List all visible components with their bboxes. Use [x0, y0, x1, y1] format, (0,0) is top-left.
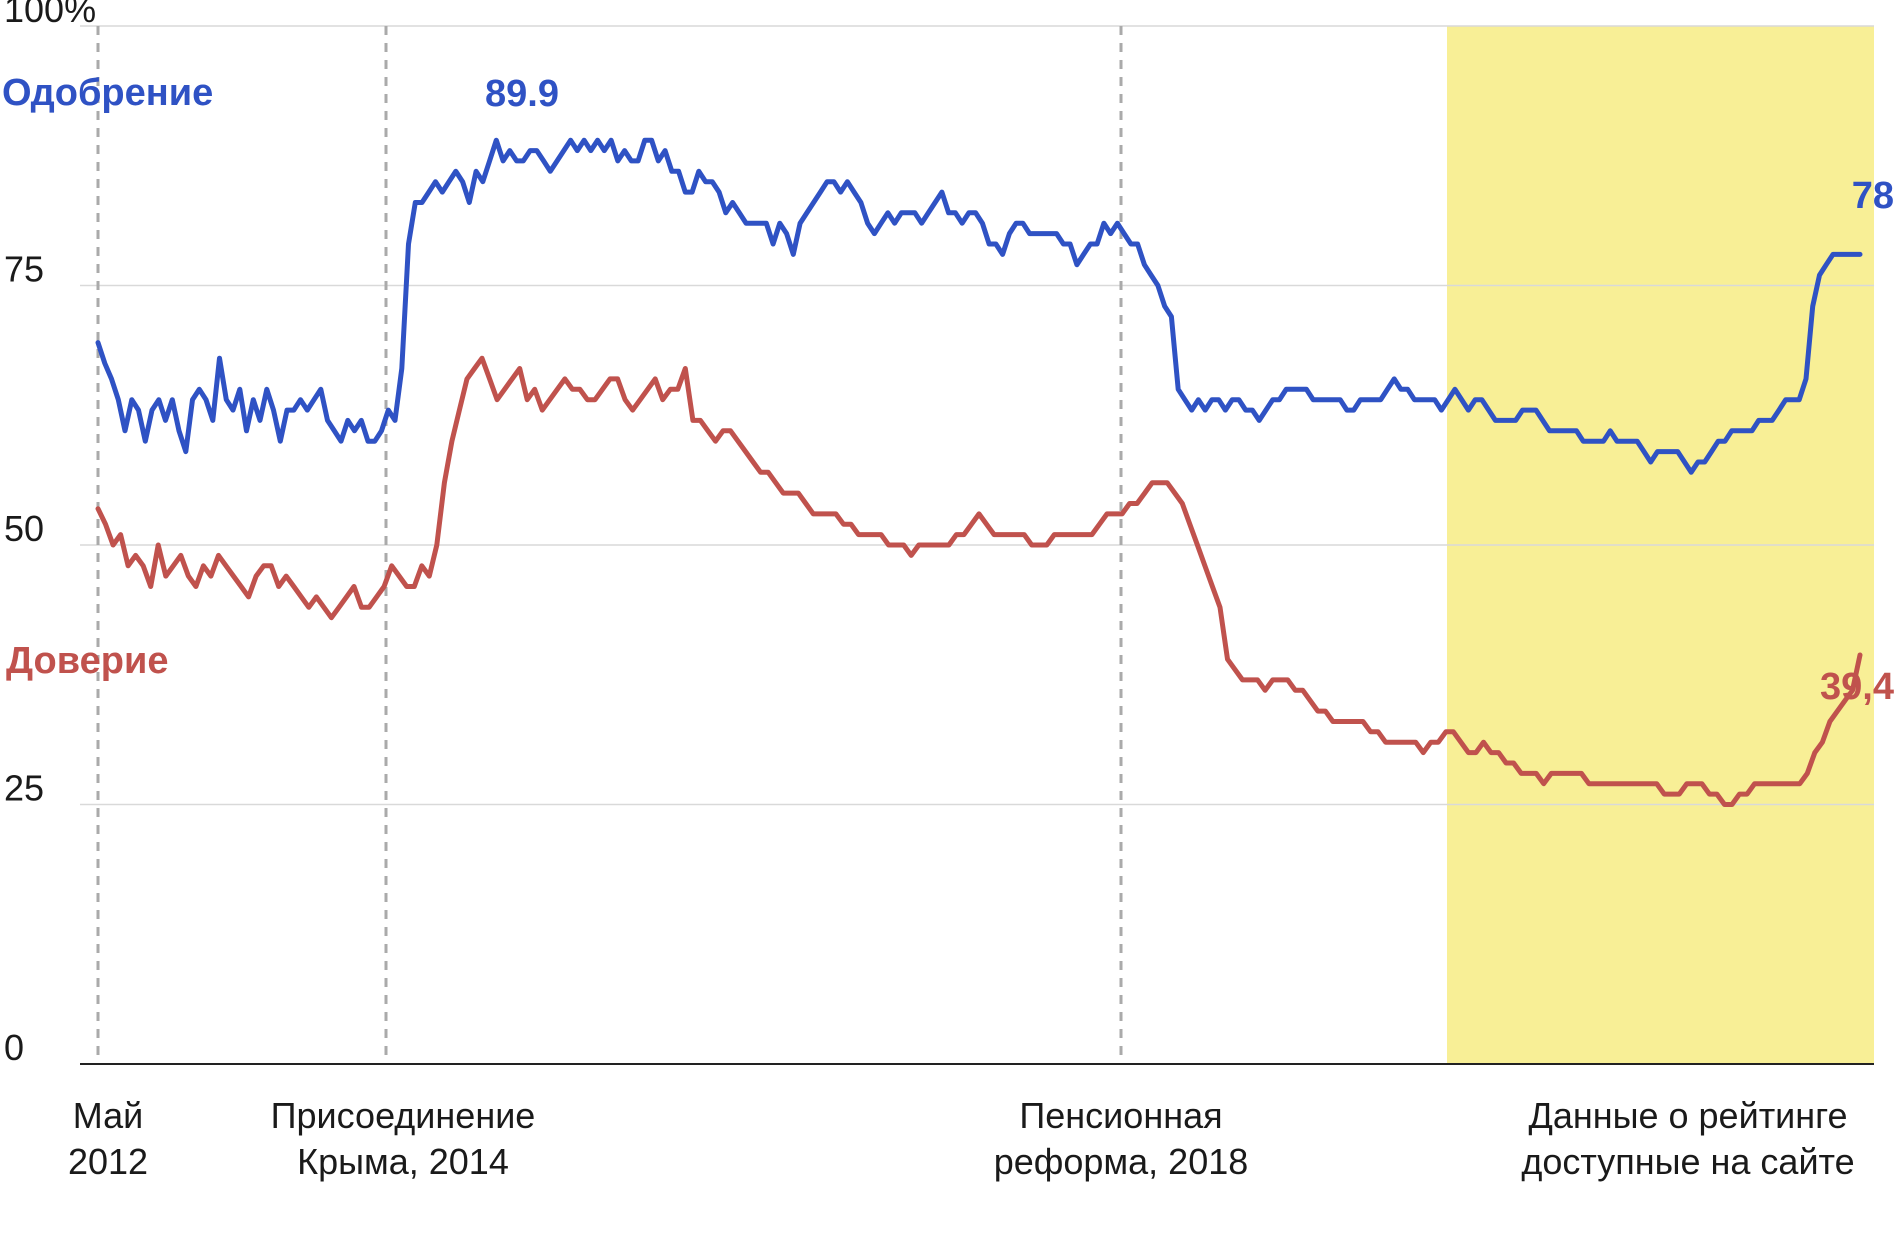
event-label-line: реформа, 2018: [994, 1141, 1249, 1182]
y-tick-label: 50: [4, 508, 44, 549]
series-line-approval: [95, 137, 1863, 475]
event-label-line: 2012: [68, 1141, 148, 1182]
event-label-pension-reform-2018: Пенсионная реформа, 2018: [994, 1095, 1249, 1182]
event-label-line: Присоединение: [271, 1095, 536, 1136]
event-label-line: Пенсионная: [1019, 1095, 1222, 1136]
y-tick-labels: 0 25 50 75 100%: [4, 0, 96, 1068]
event-label-crimea-2014: Присоединение Крыма, 2014: [271, 1095, 536, 1182]
highlight-label-line: доступные на сайте: [1521, 1141, 1854, 1182]
trust-last-value-label: 39,4: [1820, 666, 1894, 708]
event-lines: [96, 26, 1123, 1064]
peak-value-label: 89.9: [485, 73, 559, 115]
event-label-line: Май: [73, 1095, 144, 1136]
y-tick-label: 100%: [4, 0, 96, 30]
gridlines: [80, 25, 1874, 806]
y-tick-label: 0: [4, 1027, 24, 1068]
highlight-label-line: Данные о рейтинге: [1528, 1095, 1847, 1136]
series-line-trust: [95, 355, 1863, 807]
highlight-region-label: Данные о рейтинге доступные на сайте: [1521, 1095, 1854, 1182]
series-label-trust: Доверие: [6, 640, 168, 682]
series-label-approval: Одобрение: [2, 72, 213, 114]
approval-last-value-label: 78: [1852, 175, 1894, 217]
event-label-line: Крыма, 2014: [297, 1141, 509, 1182]
event-label-may-2012: Май 2012: [68, 1095, 148, 1182]
y-tick-label: 25: [4, 768, 44, 809]
y-tick-label: 75: [4, 249, 44, 290]
